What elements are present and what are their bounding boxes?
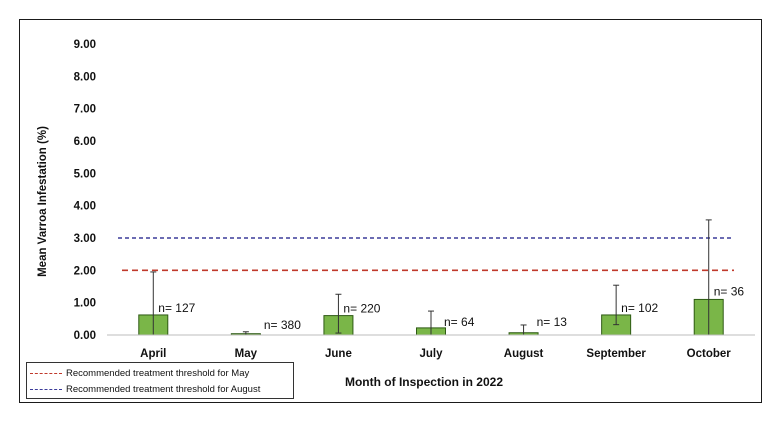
sample-size-label: n= 13 bbox=[537, 315, 568, 329]
y-tick-label: 9.00 bbox=[74, 39, 96, 51]
sample-size-label: n= 102 bbox=[621, 301, 658, 315]
legend-swatch-august bbox=[30, 388, 62, 390]
sample-size-labels: n= 127 n= 380 n= 220 n= 64 n= 13 n= 102 n= 36 bbox=[158, 284, 744, 332]
y-axis-ticks: 0.00 1.00 2.00 3.00 4.00 5.00 6.00 7.00 8.00 9.00 bbox=[74, 39, 96, 342]
y-tick-label: 8.00 bbox=[74, 71, 96, 83]
sample-size-label: n= 36 bbox=[714, 284, 745, 298]
x-tick-label: August bbox=[504, 348, 544, 360]
y-tick-label: 2.00 bbox=[74, 265, 96, 277]
y-tick-label: 6.00 bbox=[74, 136, 96, 148]
chart-frame bbox=[19, 19, 762, 403]
sample-size-label: n= 380 bbox=[264, 318, 301, 332]
y-tick-label: 1.00 bbox=[74, 298, 96, 310]
y-tick-label: 5.00 bbox=[74, 168, 96, 180]
y-tick-label: 0.00 bbox=[74, 330, 96, 342]
y-tick-label: 7.00 bbox=[74, 104, 96, 116]
x-tick-label: September bbox=[586, 348, 646, 360]
x-tick-label: May bbox=[235, 348, 258, 360]
y-tick-label: 3.00 bbox=[74, 233, 96, 245]
error-bars bbox=[150, 219, 712, 335]
sample-size-label: n= 127 bbox=[158, 301, 195, 315]
legend-swatch-may bbox=[30, 372, 62, 374]
x-axis-title: Month of Inspection in 2022 bbox=[345, 375, 503, 389]
y-tick-label: 4.00 bbox=[74, 201, 96, 213]
x-tick-label: July bbox=[419, 348, 443, 360]
legend-label-august: Recommended treatment threshold for Augu… bbox=[66, 383, 261, 395]
legend-label-may: Recommended treatment threshold for May bbox=[66, 367, 250, 379]
y-axis-title: Mean Varroa Infestation (%) bbox=[37, 126, 49, 277]
x-tick-label: June bbox=[325, 348, 352, 360]
threshold-lines bbox=[118, 237, 734, 272]
sample-size-label: n= 64 bbox=[444, 315, 475, 329]
legend-item-may: Recommended treatment threshold for May bbox=[30, 366, 249, 380]
x-axis-tick-labels: April May June July August September October bbox=[140, 348, 731, 360]
legend-item-august: Recommended treatment threshold for Augu… bbox=[30, 382, 260, 396]
sample-size-label: n= 220 bbox=[343, 302, 380, 316]
x-tick-label: October bbox=[687, 348, 732, 360]
x-tick-label: April bbox=[140, 348, 166, 360]
legend: Recommended treatment threshold for May … bbox=[26, 362, 294, 399]
